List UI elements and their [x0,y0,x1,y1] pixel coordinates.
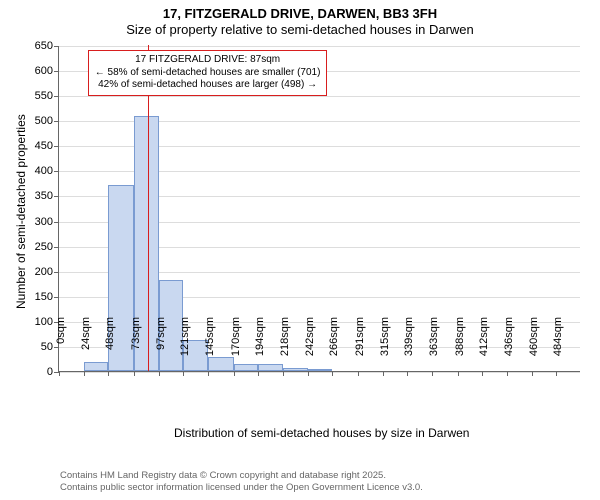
xtick-label: 145sqm [204,317,216,377]
ytick-label: 150 [35,291,59,303]
xtick-label: 266sqm [328,317,340,377]
ytick-label: 650 [35,40,59,52]
footer-line-1: Contains HM Land Registry data © Crown c… [60,470,423,482]
page-subtitle: Size of property relative to semi-detach… [0,22,600,37]
ytick-label: 300 [35,216,59,228]
xtick-label: 48sqm [104,317,116,377]
page-title: 17, FITZGERALD DRIVE, DARWEN, BB3 3FH [0,6,600,21]
xtick-label: 24sqm [80,317,92,377]
xtick-label: 339sqm [403,317,415,377]
xtick-label: 363sqm [428,317,440,377]
title-block: 17, FITZGERALD DRIVE, DARWEN, BB3 3FH Si… [0,0,600,37]
chart-container: 0501001502002503003504004505005506006501… [0,42,600,442]
footer-attribution: Contains HM Land Registry data © Crown c… [60,470,423,494]
annotation-line: 17 FITZGERALD DRIVE: 87sqm [95,54,321,67]
gridline-h [59,96,580,97]
xtick-label: 218sqm [279,317,291,377]
ytick-label: 250 [35,241,59,253]
footer-line-2: Contains public sector information licen… [60,482,423,494]
xtick-label: 291sqm [354,317,366,377]
ytick-label: 450 [35,140,59,152]
ytick-label: 600 [35,65,59,77]
xtick-label: 121sqm [179,317,191,377]
ytick-label: 500 [35,115,59,127]
xtick-label: 412sqm [478,317,490,377]
xtick-label: 315sqm [379,317,391,377]
ytick-label: 200 [35,266,59,278]
annotation-line: 42% of semi-detached houses are larger (… [95,79,321,92]
ytick-label: 550 [35,90,59,102]
annotation-line: ← 58% of semi-detached houses are smalle… [95,67,321,80]
ytick-label: 400 [35,165,59,177]
xtick-label: 73sqm [130,317,142,377]
y-axis-label: Number of semi-detached properties [14,114,28,309]
ytick-label: 350 [35,190,59,202]
xtick-label: 0sqm [55,317,67,377]
xtick-label: 484sqm [552,317,564,377]
x-axis-label: Distribution of semi-detached houses by … [174,426,469,440]
gridline-h [59,46,580,47]
xtick-label: 242sqm [304,317,316,377]
xtick-label: 170sqm [230,317,242,377]
xtick-label: 436sqm [503,317,515,377]
xtick-label: 460sqm [528,317,540,377]
xtick-label: 97sqm [155,317,167,377]
plot-area: 0501001502002503003504004505005506006501… [58,46,580,372]
xtick-label: 194sqm [254,317,266,377]
xtick-label: 388sqm [454,317,466,377]
annotation-box: 17 FITZGERALD DRIVE: 87sqm← 58% of semi-… [88,50,328,96]
